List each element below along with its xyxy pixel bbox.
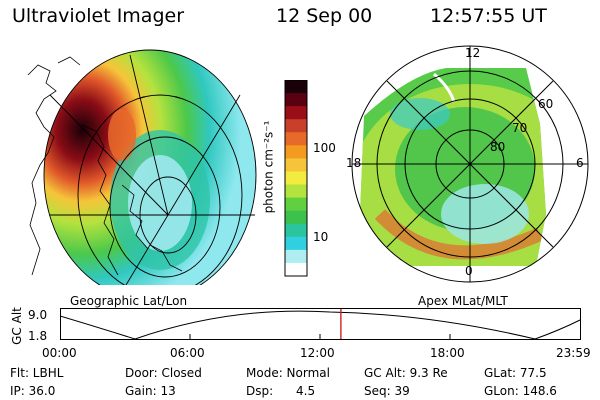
colorbar-segment bbox=[285, 236, 307, 251]
timeline-xtick-2359: 23:59 bbox=[556, 346, 591, 360]
colorbar-segment bbox=[285, 171, 307, 186]
colorbar-segment bbox=[285, 132, 307, 146]
colorbar-segment bbox=[285, 184, 307, 199]
auroral-band bbox=[374, 209, 543, 260]
timeline-ytick-bottom: 1.8 bbox=[28, 329, 48, 343]
glon-info: GLon: 148.6 bbox=[484, 384, 557, 398]
dsp-label: Dsp: bbox=[246, 384, 274, 398]
date-label: 12 Sep 00 bbox=[276, 5, 373, 27]
mlt-label-0: 0 bbox=[465, 264, 473, 278]
timeline-ytick-top: 9.0 bbox=[28, 308, 48, 322]
colorbar-segment bbox=[285, 158, 307, 172]
colorbar-tick-100: 100 bbox=[313, 141, 336, 155]
intensity-colorbar bbox=[284, 80, 308, 277]
ip-info: IP: 36.0 bbox=[10, 384, 56, 398]
seq-info: Seq: 39 bbox=[364, 384, 410, 398]
timeline-xtick-1200: 12:00 bbox=[300, 346, 335, 360]
door-info: Door: Closed bbox=[125, 366, 202, 380]
lat-label-80: 80 bbox=[490, 140, 506, 154]
timeline-xtick-0000: 00:00 bbox=[42, 346, 77, 360]
gain-info: Gain: 13 bbox=[125, 384, 176, 398]
altitude-timeline bbox=[60, 308, 581, 340]
coastline-overlay bbox=[27, 56, 183, 276]
mode-info: Mode: Normal bbox=[246, 366, 330, 380]
colorbar-segment bbox=[285, 210, 307, 225]
colorbar-tick-10: 10 bbox=[313, 230, 329, 244]
colorbar-segment bbox=[285, 119, 307, 133]
colorbar-segment bbox=[285, 197, 307, 212]
timeline-axis-label: GC Alt bbox=[9, 307, 24, 345]
mlt-label-12: 12 bbox=[465, 46, 481, 60]
colorbar-segment bbox=[285, 249, 307, 264]
magnetic-polar-map bbox=[351, 45, 589, 283]
geographic-caption: Geographic Lat/Lon bbox=[70, 294, 188, 308]
filter-info: Flt: LBHL bbox=[10, 366, 64, 380]
colorbar-segment bbox=[285, 223, 307, 238]
lat-label-70: 70 bbox=[512, 121, 528, 135]
colorbar-segment bbox=[285, 93, 307, 107]
gc-alt-info: GC Alt: 9.3 Re bbox=[364, 366, 448, 380]
geographic-map bbox=[27, 49, 257, 285]
apex-caption: Apex MLat/MLT bbox=[418, 294, 508, 308]
colorbar-segment bbox=[285, 262, 307, 277]
timeline-xtick-0600: 06:00 bbox=[170, 346, 205, 360]
colorbar-segment bbox=[285, 106, 307, 120]
mlt-label-18: 18 bbox=[346, 156, 362, 170]
colorbar-segment bbox=[285, 145, 307, 159]
glat-info: GLat: 77.5 bbox=[484, 366, 547, 380]
time-label: 12:57:55 UT bbox=[430, 5, 547, 27]
dsp-value: 4.5 bbox=[296, 384, 316, 398]
timeline-xtick-1800: 18:00 bbox=[430, 346, 465, 360]
lat-label-60: 60 bbox=[538, 97, 554, 111]
colorbar-segment bbox=[285, 80, 307, 94]
colorbar-unit-label: photon cm⁻²s⁻¹ bbox=[261, 120, 276, 214]
instrument-title: Ultraviolet Imager bbox=[12, 5, 185, 27]
mlt-label-6: 6 bbox=[576, 156, 584, 170]
